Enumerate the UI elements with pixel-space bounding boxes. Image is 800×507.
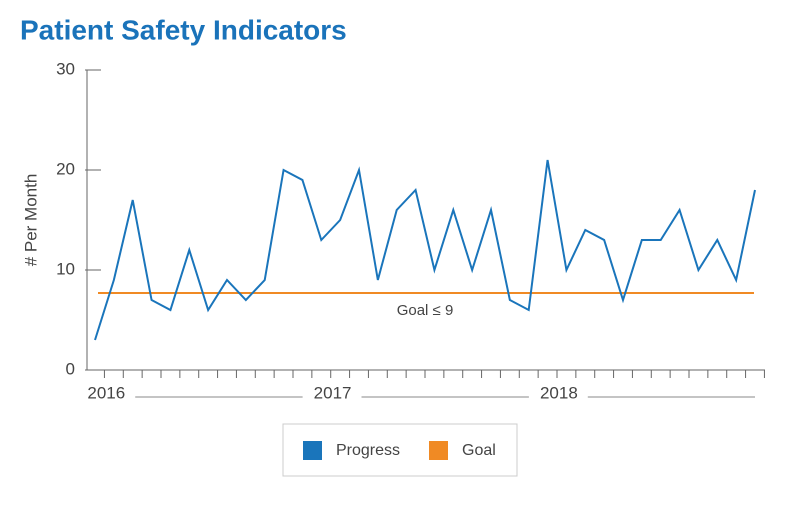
x-group-label: 2017 <box>314 383 352 402</box>
goal-annotation: Goal ≤ 9 <box>397 302 454 319</box>
x-group-label: 2016 <box>87 383 125 402</box>
legend-swatch <box>303 441 322 460</box>
x-group-label: 2018 <box>540 383 578 402</box>
y-tick-label: 30 <box>56 59 75 78</box>
legend-label: Goal <box>462 442 496 459</box>
legend-label: Progress <box>336 442 400 459</box>
y-axis-label: # Per Month <box>21 174 40 267</box>
legend-swatch <box>429 441 448 460</box>
progress-line <box>94 159 756 341</box>
chart-title: Patient Safety Indicators <box>20 14 347 45</box>
y-tick-label: 10 <box>56 259 75 278</box>
y-tick-label: 20 <box>56 159 75 178</box>
y-tick-label: 0 <box>66 359 75 378</box>
